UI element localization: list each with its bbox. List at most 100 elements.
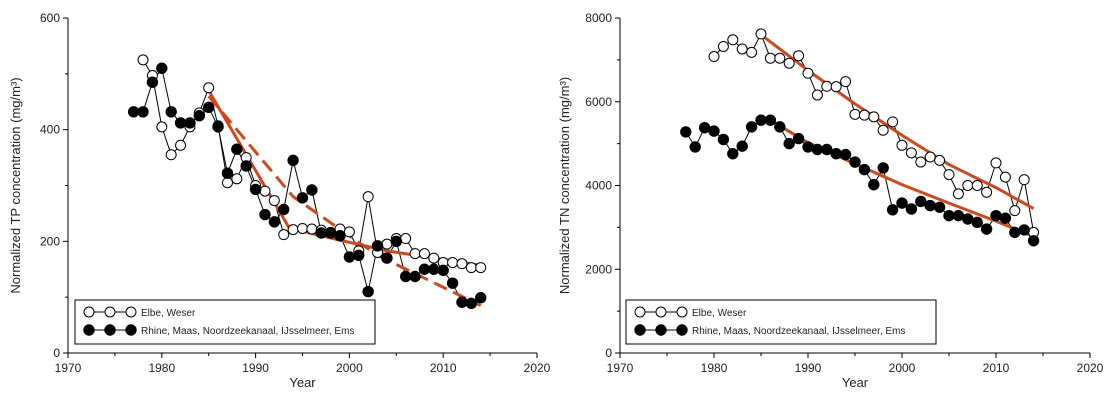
- data-point-series-0: [924, 151, 936, 163]
- data-point-series-1: [1027, 235, 1040, 247]
- data-point-series-1: [446, 277, 459, 289]
- tn-chart: 1970 1980 1990 2000 2010 2020 0 2000 4000 6000 800…: [557, 11, 1104, 390]
- data-point-series-0: [774, 52, 786, 64]
- data-point-series-0: [811, 89, 823, 101]
- data-point-series-0: [962, 180, 974, 191]
- data-point-series-1: [137, 106, 149, 118]
- data-point-series-1: [971, 216, 983, 229]
- data-point-series-1: [146, 76, 159, 88]
- data-point-series-0: [877, 124, 889, 136]
- data-point-series-1: [343, 251, 356, 263]
- data-point-series-1: [390, 235, 403, 248]
- data-point-series-0: [858, 109, 870, 121]
- data-point-series-1: [849, 156, 861, 168]
- data-point-series-0: [221, 177, 233, 189]
- data-point-series-1: [193, 110, 206, 122]
- data-point-series-0: [727, 34, 739, 46]
- data-point-series-1: [362, 285, 374, 298]
- data-point-series-1: [886, 204, 899, 216]
- legend-marker-1: [655, 324, 667, 336]
- data-point-series-0: [456, 258, 468, 270]
- y-tick-label: 400: [40, 123, 60, 137]
- data-point-series-1: [905, 203, 918, 215]
- data-point-series-1: [324, 227, 337, 239]
- legend-label-1: Rhine, Maas, Noordzeekanaal, IJsselmeer,…: [692, 326, 905, 337]
- legend: Elbe, Weser Rhine, Maas, Noordzeekanaal, …: [625, 299, 937, 345]
- data-point-series-1: [156, 62, 168, 74]
- legend-marker-0: [104, 306, 116, 318]
- data-point-series-0: [259, 185, 271, 197]
- data-point-series-0: [999, 171, 1011, 183]
- y-tick-label: 600: [40, 11, 60, 25]
- data-point-series-1: [915, 195, 927, 208]
- data-point-series-1: [680, 126, 692, 138]
- data-point-series-1: [409, 270, 421, 283]
- x-tick-label: 2000: [889, 361, 916, 375]
- data-point-series-0: [943, 169, 955, 181]
- data-point-series-0: [981, 186, 993, 198]
- data-point-series-0: [746, 46, 758, 58]
- x-tick-label: 1980: [148, 361, 175, 375]
- data-point-series-1: [896, 197, 908, 209]
- data-point-series-1: [830, 147, 842, 160]
- data-point-series-1: [296, 192, 309, 204]
- data-point-series-1: [858, 163, 871, 176]
- legend-box: [74, 299, 376, 345]
- legend-marker-1: [83, 324, 95, 336]
- data-point-series-0: [971, 180, 983, 191]
- data-point-series-0: [165, 149, 177, 161]
- x-axis-title: Year: [289, 375, 316, 390]
- data-point-series-1: [475, 292, 487, 304]
- data-point-series-0: [175, 139, 187, 151]
- data-point-series-0: [475, 262, 487, 274]
- x-tick-label: 2020: [1077, 361, 1104, 375]
- data-point-series-0: [708, 51, 720, 63]
- x-tick-label: 2020: [524, 361, 551, 375]
- data-point-series-0: [1009, 205, 1021, 217]
- data-point-series-0: [830, 81, 842, 93]
- data-point-series-0: [428, 252, 440, 264]
- y-tick-label: 6000: [585, 95, 612, 109]
- data-point-series-1: [802, 141, 814, 153]
- data-point-series-1: [268, 216, 281, 228]
- x-tick-label: 1970: [607, 361, 634, 375]
- series-line-0: [142, 59, 481, 269]
- data-point-series-1: [1009, 226, 1021, 239]
- data-point-series-0: [755, 28, 767, 40]
- data-point-series-1: [259, 208, 271, 221]
- legend-marker-1: [676, 324, 688, 336]
- legend-marker-1: [125, 324, 137, 336]
- data-point-series-1: [212, 121, 224, 133]
- data-point-series-0: [203, 82, 215, 94]
- data-point-series-1: [221, 167, 234, 179]
- data-point-series-1: [774, 121, 786, 133]
- data-point-series-1: [708, 125, 720, 137]
- data-point-series-0: [717, 40, 729, 52]
- data-point-series-0: [156, 121, 168, 133]
- data-point-series-1: [999, 212, 1012, 224]
- data-point-series-0: [905, 147, 917, 159]
- data-point-series-1: [727, 147, 739, 160]
- y-tick-label: 2000: [585, 262, 612, 276]
- data-point-series-1: [689, 141, 701, 153]
- data-point-series-1: [924, 199, 936, 212]
- data-point-series-1: [165, 106, 177, 118]
- data-point-series-1: [821, 143, 833, 156]
- data-point-series-0: [896, 139, 908, 151]
- data-point-series-1: [306, 184, 318, 196]
- data-point-series-0: [343, 226, 355, 238]
- x-tick-label: 1970: [55, 361, 82, 375]
- data-point-series-1: [334, 230, 346, 242]
- data-point-series-0: [840, 76, 852, 88]
- data-point-series-1: [717, 133, 730, 146]
- data-point-series-1: [287, 154, 299, 167]
- data-point-series-0: [362, 191, 374, 203]
- y-tick-label: 0: [53, 346, 60, 360]
- legend-marker-1: [104, 324, 116, 336]
- data-point-series-0: [297, 222, 308, 234]
- data-point-series-1: [962, 213, 974, 225]
- data-point-series-0: [268, 195, 280, 207]
- y-tick-label: 4000: [585, 179, 612, 193]
- legend-marker-0: [125, 306, 137, 318]
- y-axis-title: Normalized TP concentration (mg/m³): [8, 77, 23, 293]
